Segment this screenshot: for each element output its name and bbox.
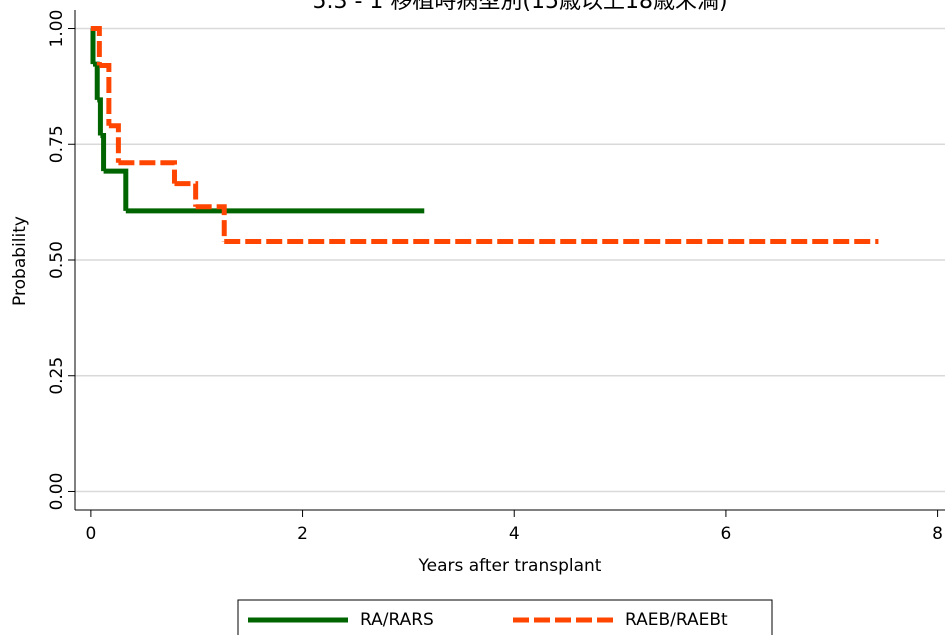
km-step — [90, 26, 102, 66]
x-axis-label: Years after transplant — [418, 556, 602, 576]
y-tick-label: 0.75 — [47, 125, 67, 163]
km-step — [103, 168, 129, 211]
y-tick-label: 0.50 — [47, 241, 67, 279]
x-tick-label: 0 — [85, 524, 96, 544]
legend-label: RAEB/RAEBt — [625, 610, 728, 630]
legend-label: RA/RARS — [360, 610, 434, 630]
km-step — [90, 26, 96, 65]
chart-title: 5.3 - 1 移植時病型別(15歳以上18歳未満) — [312, 0, 727, 14]
km-step — [118, 160, 177, 184]
x-tick-label: 2 — [297, 524, 308, 544]
x-tick-label: 6 — [720, 524, 731, 544]
km-step — [108, 123, 121, 163]
y-tick-label: 0.00 — [47, 473, 67, 511]
y-axis-label: Probability — [10, 216, 30, 306]
km-step — [195, 204, 227, 242]
x-tick-label: 8 — [932, 524, 943, 544]
km-step — [92, 61, 100, 100]
km-step — [100, 132, 107, 172]
x-tick-label: 4 — [509, 524, 520, 544]
km-step — [174, 181, 199, 207]
km-step — [97, 97, 103, 136]
y-tick-label: 0.25 — [47, 357, 67, 395]
km-step — [99, 63, 112, 126]
y-tick-label: 1.00 — [47, 10, 67, 48]
